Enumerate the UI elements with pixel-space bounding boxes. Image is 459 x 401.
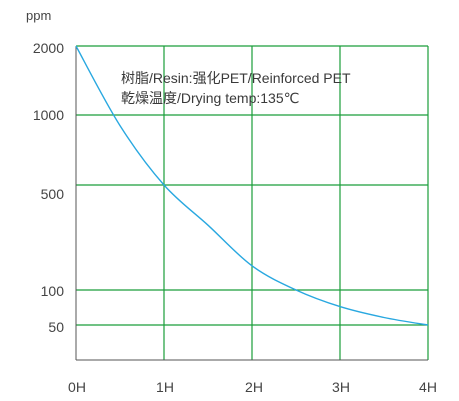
y-tick-label: 1000: [33, 107, 64, 123]
y-axis-unit-label: ppm: [26, 8, 51, 23]
y-tick-label: 500: [41, 186, 65, 202]
y-tick-label: 2000: [33, 40, 64, 56]
grid: [76, 45, 429, 360]
annotation-resin: 树脂/Resin:强化PET/Reinforced PET: [121, 70, 351, 86]
axes: [75, 46, 428, 361]
x-tick-label: 2H: [245, 379, 263, 395]
y-tick-label: 50: [48, 319, 64, 335]
x-tick-label: 0H: [68, 379, 86, 395]
annotation-drying-temp: 乾燥温度/Drying temp:135℃: [121, 90, 299, 106]
x-tick-label: 4H: [419, 379, 437, 395]
x-tick-labels: 0H 1H 2H 3H 4H: [68, 379, 437, 395]
y-tick-label: 100: [41, 283, 65, 299]
x-tick-label: 1H: [156, 379, 174, 395]
chart-annotation: 树脂/Resin:强化PET/Reinforced PET 乾燥温度/Dryin…: [121, 70, 351, 106]
y-tick-labels: 2000 1000 500 100 50: [33, 40, 64, 335]
series-curve: [75, 45, 429, 326]
x-tick-label: 3H: [332, 379, 350, 395]
